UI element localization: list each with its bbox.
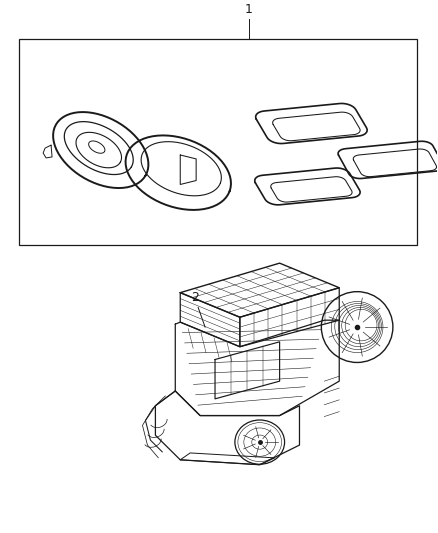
Text: 2: 2 <box>191 292 199 304</box>
Text: 1: 1 <box>245 3 253 17</box>
Bar <box>19 39 417 245</box>
